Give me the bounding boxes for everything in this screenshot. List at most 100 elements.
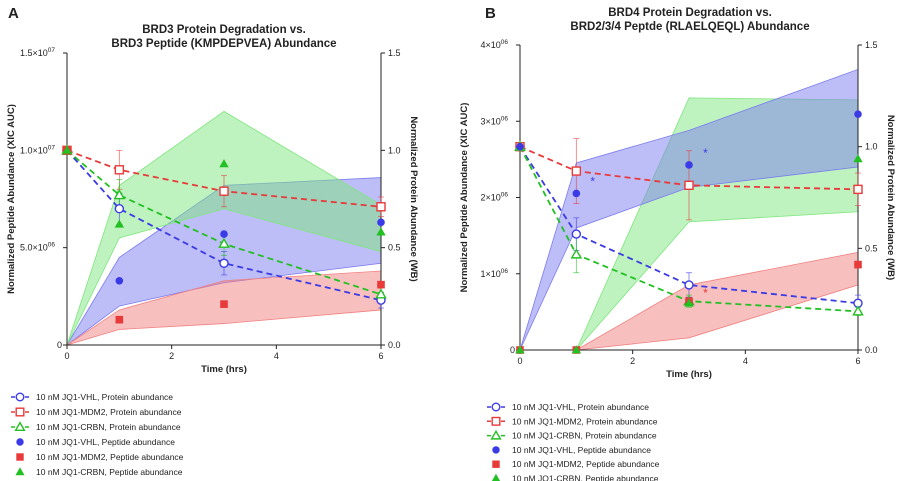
legend-a-entry-5-marker xyxy=(16,453,24,461)
panel-a-x-tick-label-0: 0 xyxy=(64,351,69,361)
panel-a-left-tick-exponent-1: 06 xyxy=(48,242,56,249)
panel-a-mdm2-peptide-point-1 xyxy=(115,315,124,324)
legend-b-entry-4-marker xyxy=(492,446,500,454)
panel-a-right-axis-label: Normalized Protein Abundance (WB) xyxy=(408,116,419,281)
panel-b-crbn-protein-point-1 xyxy=(570,248,583,259)
panel-a-legend: 10 nM JQ1-VHL, Protein abundance 10 nM JQ… xyxy=(11,392,184,477)
panel-a-mdm2-protein-point-2 xyxy=(219,186,229,196)
panel-b-vhl-protein-line xyxy=(519,146,859,305)
panel-a-crbn-protein-line xyxy=(66,149,382,296)
panel-b-title-line-1: BRD4 Protein Degradation vs. xyxy=(608,7,772,19)
panel-b-vhl-peptide-point-2 xyxy=(685,161,693,169)
panel-b-mdm2-protein-line xyxy=(519,145,859,191)
legend-b-entry-5-label: 10 nM JQ1-MDM2, Peptide abundance xyxy=(512,459,660,469)
legend-b-entry-3-marker xyxy=(490,429,502,440)
panel-a-crbn-protein-point-2 xyxy=(218,237,230,248)
panel-a-right-tick-label-0: 0.0 xyxy=(388,340,401,350)
legend-b-entry-1-label: 10 nM JQ1-VHL, Protein abundance xyxy=(512,402,649,412)
panel-b-crbn-protein-line xyxy=(519,146,859,313)
panel-b-mdm2-protein-point-3 xyxy=(853,184,863,195)
panel-a-title-line-1: BRD3 Protein Degradation vs. xyxy=(142,24,306,36)
panel-a-x-tick-label-2: 2 xyxy=(169,351,174,361)
panel-a-left-tick-label-3: 1.5×1007 xyxy=(20,47,55,58)
panel-b-mdm2-protein-point-1 xyxy=(571,166,582,176)
panel-b-vhl-peptide-point-3 xyxy=(854,110,862,118)
panel-a-letter: A xyxy=(8,5,19,22)
panel-b-right-tick-label-0: 0.0 xyxy=(865,345,878,355)
panel-a-left-tick-label-0: 0 xyxy=(57,340,62,350)
panel-b-left-tick-label-1: 1×1006 xyxy=(480,268,508,279)
panel-b-right-axis-label: Normalized Protein Abundance (WB) xyxy=(885,115,896,280)
panel-a-left-tick-exponent-3: 07 xyxy=(48,47,56,54)
legend-b-entry-6-marker xyxy=(491,473,501,481)
panel-a-x-tick-label-4: 4 xyxy=(274,351,279,361)
legend-b-entry-5-marker xyxy=(492,460,500,468)
legend-b-entry-2-marker xyxy=(491,416,501,426)
panel-a-mdm2-protein-point-3 xyxy=(376,202,386,212)
panel-a-mdm2-peptide-point-2 xyxy=(220,300,228,308)
legend-a-entry-1-marker xyxy=(15,392,25,402)
legend-b-entry-6-label: 10 nM JQ1-CRBN, Peptide abundance xyxy=(512,474,659,481)
legend-a-entry-3-label: 10 nM JQ1-CRBN, Protein abundance xyxy=(36,422,181,432)
panel-a-crbn-protein-point-3 xyxy=(375,288,387,299)
panel-b-left-tick-label-0: 0 xyxy=(510,345,515,355)
legend-b-entry-1-marker xyxy=(491,402,501,412)
panel-a-vhl-peptide-point-2 xyxy=(220,230,228,238)
panel-a-vhl-peptide-point-1 xyxy=(115,276,124,285)
panel-b-significance-star-2: * xyxy=(703,146,708,160)
panel-a-vhl-peptide-point-3 xyxy=(377,218,385,227)
panel-a-brd3-chart: A BRD3 Protein Degradation vs. BRD3 Peptid… xyxy=(6,5,419,375)
legend-b-entry-4-label: 10 nM JQ1-VHL, Peptide abundance xyxy=(512,445,651,455)
legend-a-entry-1-label: 10 nM JQ1-VHL, Protein abundance xyxy=(36,392,173,402)
panel-a-right-tick-label-2: 1.0 xyxy=(388,145,401,155)
panel-b-mdm2-protein-point-2 xyxy=(684,180,694,191)
panel-b-legend: 10 nM JQ1-VHL, Protein abundance 10 nM JQ… xyxy=(487,402,660,481)
panel-b-left-tick-exponent-3: 06 xyxy=(501,115,509,122)
panel-a-x-tick-label-6: 6 xyxy=(378,351,383,361)
panel-a-left-tick-exponent-2: 07 xyxy=(48,144,56,151)
panel-b-left-tick-exponent-4: 06 xyxy=(501,39,509,46)
legend-a-entry-5-label: 10 nM JQ1-MDM2, Peptide abundance xyxy=(36,452,184,462)
panel-b-vhl-protein-point-1 xyxy=(571,229,582,239)
panel-b-vhl-protein-point-2 xyxy=(684,280,694,290)
legend-a-entry-6-marker xyxy=(15,467,25,476)
panel-b-letter: B xyxy=(485,5,496,22)
panel-b-left-axis-label: Normalized Peptide Abundance (XIC AUC) xyxy=(459,103,470,293)
legend-a-entry-6-label: 10 nM JQ1-CRBN, Peptide abundance xyxy=(36,467,183,477)
panel-b-vhl-peptide-point-0 xyxy=(516,142,524,151)
panel-a-mdm2-protein-point-1 xyxy=(114,165,125,175)
panel-b-crbn-peptide-point-3 xyxy=(853,154,863,163)
panel-a-mdm2-peptide-point-3 xyxy=(377,280,385,289)
panel-b-title-line-2: BRD2/3/4 Peptde (RLAELQEQL) Abundance xyxy=(570,21,809,33)
panel-a-left-tick-label-1: 5.0×1006 xyxy=(20,242,55,253)
panel-a-vhl-protein-point-2 xyxy=(219,258,229,268)
panel-b-x-tick-label-4: 4 xyxy=(743,356,748,366)
legend-a-entry-2-marker xyxy=(15,407,25,417)
panel-a-crbn-peptide-point-2 xyxy=(219,159,229,168)
panel-b-right-tick-label-3: 1.5 xyxy=(865,40,878,50)
legend-b-entry-3-label: 10 nM JQ1-CRBN, Protein abundance xyxy=(512,431,657,441)
panel-b-left-tick-exponent-1: 06 xyxy=(501,268,509,275)
panel-b-x-axis-label: Time (hrs) xyxy=(666,369,712,380)
panel-a-crbn-peptide-point-3 xyxy=(376,227,386,236)
panel-b-x-tick-label-0: 0 xyxy=(517,356,522,366)
panel-b-mdm2-peptide-point-3 xyxy=(854,260,862,269)
panel-b-right-tick-label-2: 1.0 xyxy=(865,142,878,152)
panel-b-left-tick-label-3: 3×1006 xyxy=(480,115,508,126)
legend-b-entry-2-label: 10 nM JQ1-MDM2, Protein abundance xyxy=(512,416,658,426)
panel-b-left-tick-label-4: 4×1006 xyxy=(480,39,508,50)
panel-a-right-tick-label-3: 1.5 xyxy=(388,48,401,58)
panel-b-right-tick-label-1: 0.5 xyxy=(865,243,878,253)
legend-a-entry-2-label: 10 nM JQ1-MDM2, Protein abundance xyxy=(36,407,182,417)
panel-b-x-tick-label-2: 2 xyxy=(630,356,635,366)
panel-b-x-tick-label-6: 6 xyxy=(855,356,860,366)
legend-a-entry-4-marker xyxy=(16,438,24,446)
panel-b-brd4-chart: B BRD4 Protein Degradation vs. BRD2/3/4 Pe… xyxy=(459,5,896,380)
panel-b-crbn-peptide-point-2 xyxy=(684,298,694,307)
panel-a-crbn-peptide-point-1 xyxy=(114,219,124,228)
panel-a-x-axis-label: Time (hrs) xyxy=(201,364,247,375)
panel-a-mdm2-protein-line xyxy=(66,149,382,208)
legend-a-entry-4-label: 10 nM JQ1-VHL, Peptide abundance xyxy=(36,437,175,447)
panel-a-vhl-protein-point-1 xyxy=(114,204,125,214)
panel-a-right-tick-label-1: 0.5 xyxy=(388,243,401,253)
